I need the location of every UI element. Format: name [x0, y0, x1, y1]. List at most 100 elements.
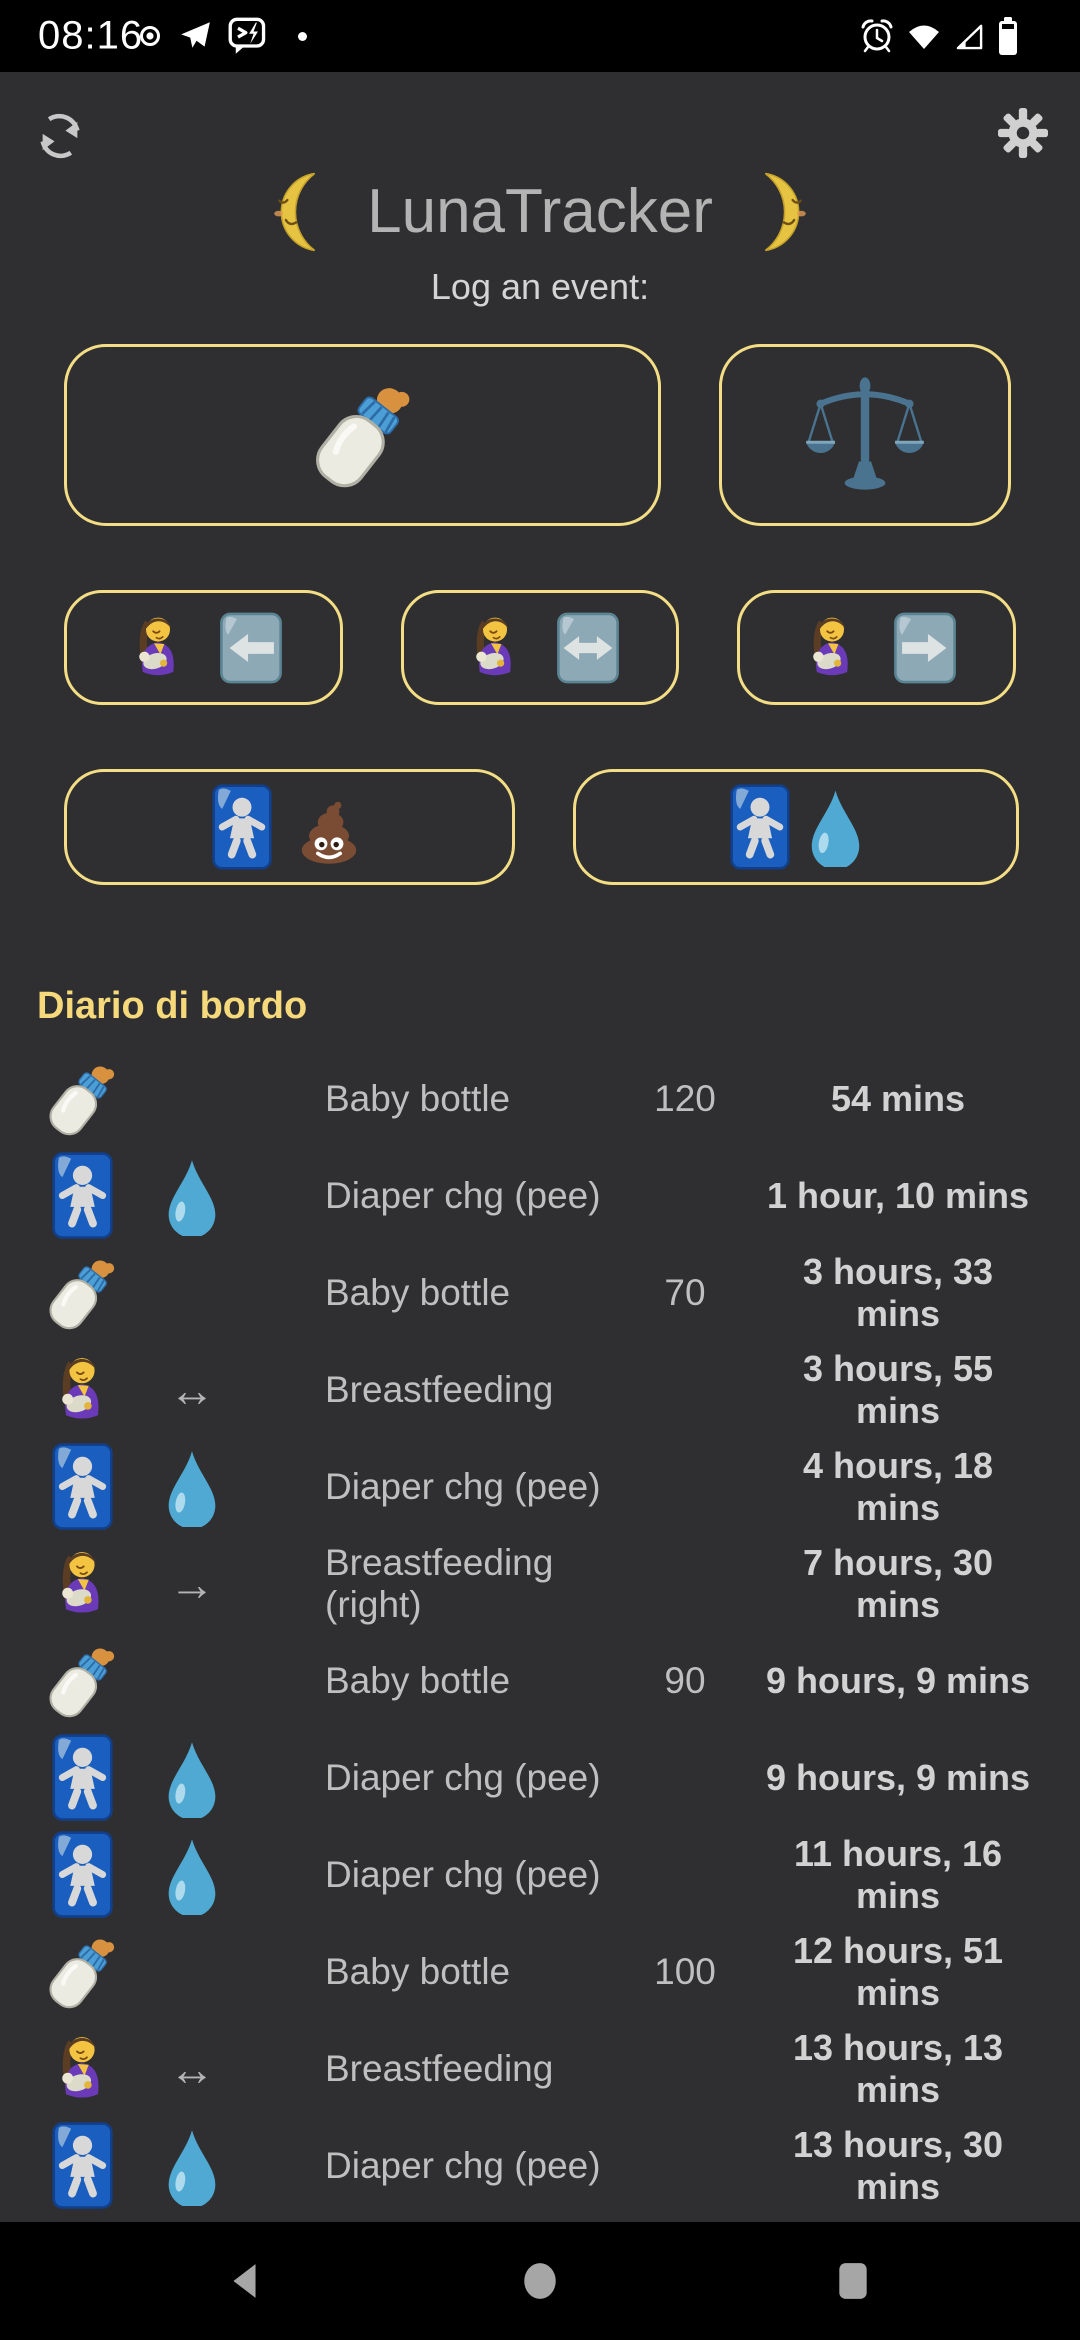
- log-entry-row[interactable]: ↔ Breastfeeding 13 hours, 13 mins: [0, 2020, 1080, 2117]
- baby-bottle-icon: [39, 1638, 125, 1724]
- log-entry-row[interactable]: Baby bottle 120 54 mins: [0, 1050, 1080, 1147]
- baby-symbol-icon: [211, 783, 273, 871]
- telegram-icon: [178, 19, 212, 53]
- baby-bottle-icon: [39, 1929, 125, 2015]
- log-entry-label: Diaper chg (pee): [325, 1756, 601, 1798]
- log-breastfeeding-both-button[interactable]: [400, 590, 680, 705]
- log-entry-icon: [37, 2025, 127, 2113]
- log-entry-quantity: 90: [664, 1659, 706, 1701]
- poop-icon: [289, 787, 369, 867]
- back-icon: [227, 2261, 263, 2301]
- home-icon: [521, 2260, 559, 2302]
- log-entry-label: Diaper chg (pee): [325, 1465, 601, 1507]
- baby-symbol-icon: [729, 783, 791, 871]
- balance-scale-icon: [805, 375, 925, 495]
- log-entry-label: Diaper chg (pee): [325, 1174, 601, 1216]
- alarm-icon: [860, 18, 894, 54]
- log-entry-icon: [37, 1929, 127, 2015]
- log-diaper-poo-button[interactable]: [64, 769, 515, 885]
- droplet-icon: [164, 1447, 220, 1527]
- log-entry-label: Breastfeeding (right): [325, 1542, 554, 1625]
- log-entry-label: Breastfeeding: [325, 2047, 554, 2089]
- breastfeeding-icon: [40, 1540, 124, 1628]
- log-entry-elapsed-time: 7 hours, 30 mins: [802, 1542, 994, 1625]
- notification-dot: [298, 31, 307, 41]
- log-entry-row[interactable]: Diaper chg (pee) 1 hour, 10 mins: [0, 1147, 1080, 1244]
- baby-bottle-icon: [301, 373, 425, 497]
- baby-symbol-icon: [51, 1442, 114, 1531]
- log-baby-bottle-button[interactable]: [64, 344, 661, 526]
- breastfeeding-side-arrow: →: [169, 1557, 215, 1610]
- log-entry-quantity: 70: [664, 1271, 706, 1313]
- log-entry-row[interactable]: Diaper chg (pee) 9 hours, 9 mins: [0, 1729, 1080, 1826]
- android-nav-bar: [0, 2222, 1080, 2340]
- sms-lightning-icon: [228, 17, 268, 55]
- breastfeeding-icon: [118, 606, 198, 690]
- log-entry-icon2: [157, 1835, 227, 1915]
- breastfeeding-icon: [40, 1346, 124, 1434]
- recents-icon: [836, 2261, 870, 2301]
- log-entry-icon: [37, 1638, 127, 1724]
- log-entry-elapsed-time: 3 hours, 55 mins: [802, 1348, 994, 1431]
- log-entry-row[interactable]: Diaper chg (pee) 11 hours, 16 mins: [0, 1826, 1080, 1923]
- droplet-icon: [164, 1156, 220, 1236]
- battery-icon: [998, 17, 1018, 55]
- log-entry-icon2: ↔: [157, 1363, 227, 1417]
- log-entry-icon: [37, 1540, 127, 1628]
- log-entry-row[interactable]: Diaper chg (pee) 4 hours, 18 mins: [0, 1438, 1080, 1535]
- log-entry-quantity: 100: [654, 1950, 716, 1992]
- log-entry-elapsed-time: 13 hours, 13 mins: [792, 2027, 1004, 2110]
- baby-symbol-icon: [51, 1830, 114, 1919]
- log-entry-elapsed-time: 9 hours, 9 mins: [765, 1659, 1031, 1701]
- log-entry-label: Baby bottle: [325, 1950, 511, 1992]
- nav-home-button[interactable]: [521, 2260, 559, 2302]
- log-entry-icon: [37, 1733, 127, 1822]
- nav-back-button[interactable]: [227, 2261, 263, 2301]
- log-breastfeeding-right-button[interactable]: [737, 590, 1017, 705]
- log-entry-row[interactable]: Baby bottle 70 3 hours, 33 mins: [0, 1244, 1080, 1341]
- app-surface: LunaTracker Log an event:: [0, 72, 1080, 2222]
- droplet-icon: [807, 787, 864, 867]
- log-entry-icon2: [157, 1738, 227, 1818]
- log-entry-icon: [37, 1442, 127, 1531]
- breastfeeding-icon: [40, 2025, 124, 2113]
- log-entry-elapsed-time: 1 hour, 10 mins: [766, 1174, 1030, 1216]
- log-entry-label: Baby bottle: [325, 1271, 511, 1313]
- log-diaper-pee-button[interactable]: [573, 769, 1019, 885]
- log-event-label: Log an event:: [430, 266, 650, 307]
- baby-bottle-icon: [39, 1056, 125, 1142]
- baby-symbol-icon: [51, 1151, 114, 1240]
- sync-icon: [34, 110, 86, 162]
- app-header: LunaTracker: [0, 72, 1080, 252]
- log-entry-icon2: [157, 1447, 227, 1527]
- log-entry-row[interactable]: Baby bottle 90 9 hours, 9 mins: [0, 1632, 1080, 1729]
- log-entry-row[interactable]: → Breastfeeding (right) 7 hours, 30 mins: [0, 1535, 1080, 1632]
- log-entry-label: Baby bottle: [325, 1077, 511, 1119]
- log-entry-row[interactable]: Diaper chg (pee) 13 hours, 30 mins: [0, 2117, 1080, 2214]
- breastfeeding-icon: [455, 606, 535, 690]
- settings-button[interactable]: [998, 108, 1048, 158]
- baby-bottle-icon: [39, 1250, 125, 1336]
- log-entry-icon2: [157, 1156, 227, 1236]
- log-entry-icon: [37, 1056, 127, 1142]
- log-weighing-button[interactable]: [719, 344, 1011, 526]
- log-entry-icon: [37, 1346, 127, 1434]
- log-entry-row[interactable]: ↔ Breastfeeding 3 hours, 55 mins: [0, 1341, 1080, 1438]
- breastfeeding-icon: [792, 606, 872, 690]
- log-entry-quantity: 120: [654, 1077, 716, 1119]
- crescent-moon-face-left-icon: [265, 172, 345, 252]
- log-entry-elapsed-time: 3 hours, 33 mins: [802, 1251, 994, 1334]
- status-time: 08:16: [38, 13, 144, 58]
- log-entry-icon: [37, 1250, 127, 1336]
- arrow-both-button-icon: [551, 611, 625, 685]
- event-button-grid: [0, 344, 1080, 885]
- droplet-icon: [164, 1835, 220, 1915]
- log-entry-row[interactable]: Baby bottle 100 12 hours, 51 mins: [0, 1923, 1080, 2020]
- refresh-button[interactable]: [34, 110, 86, 162]
- log-entry-icon2: [157, 2126, 227, 2206]
- log-entry-label: Breastfeeding: [325, 1368, 554, 1410]
- log-entry-icon: [37, 2121, 127, 2210]
- log-breastfeeding-left-button[interactable]: [64, 590, 343, 705]
- log-entry-label: Diaper chg (pee): [325, 1853, 601, 1895]
- nav-recents-button[interactable]: [836, 2261, 870, 2301]
